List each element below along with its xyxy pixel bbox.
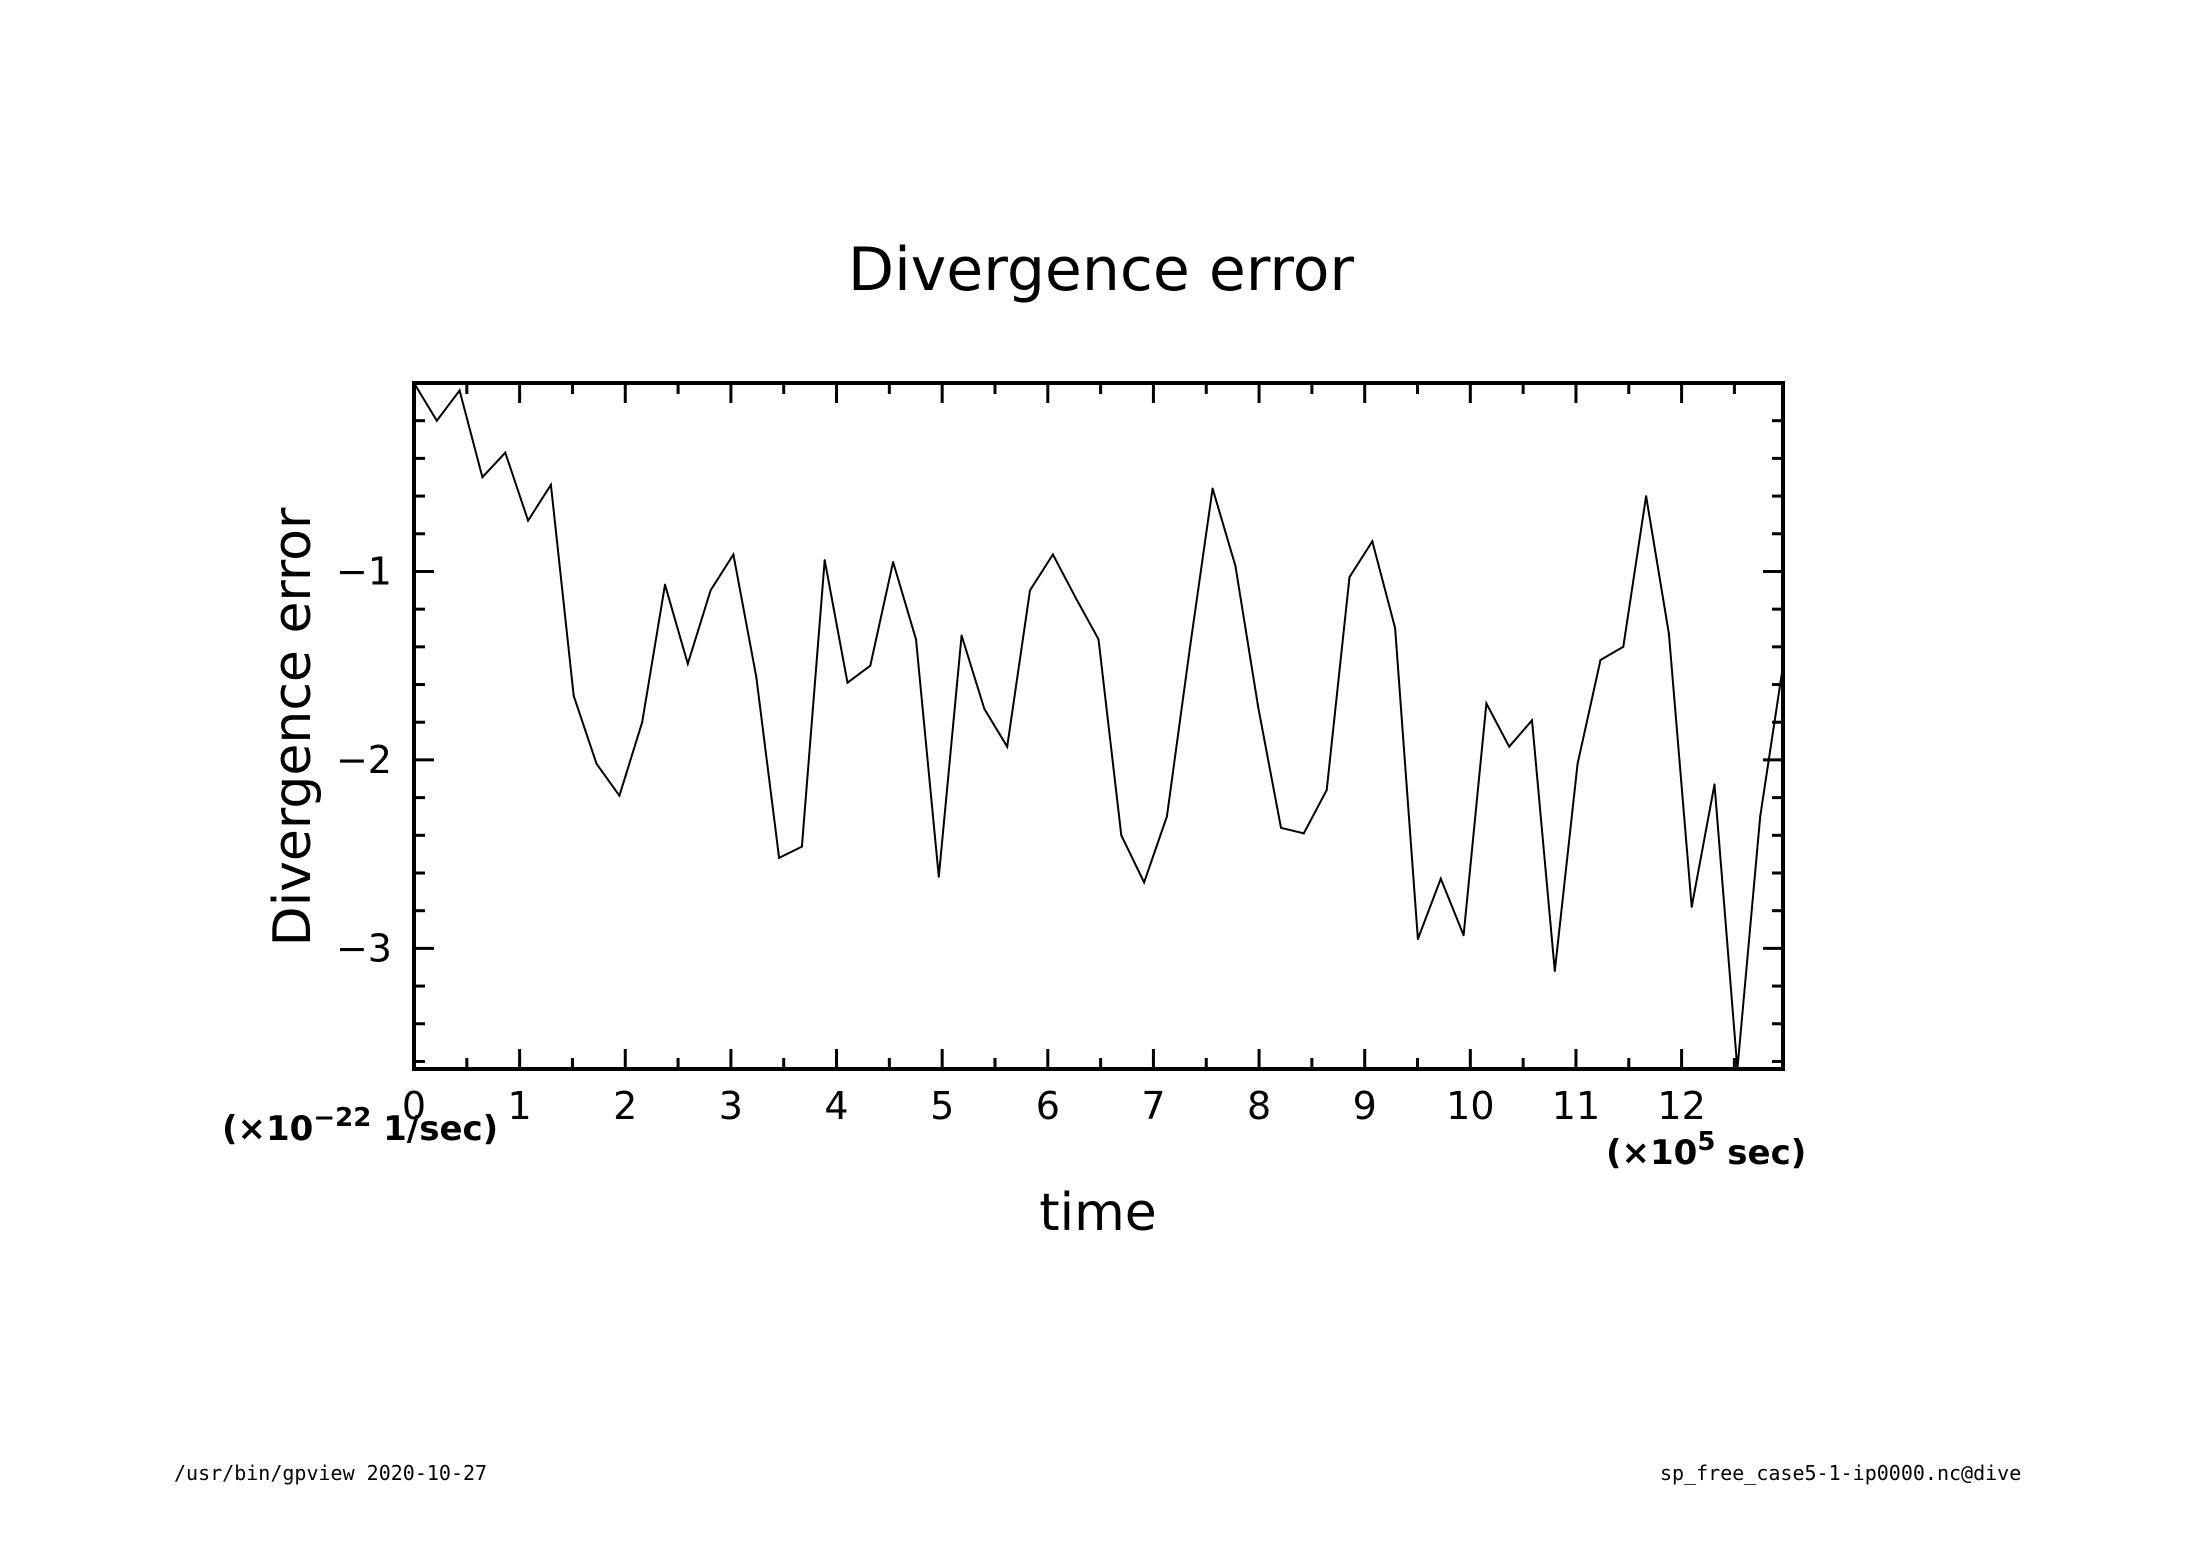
data-point	[1439, 877, 1442, 880]
y-tick-label: −1	[336, 549, 392, 593]
x-tick-label: 0	[402, 1084, 426, 1128]
data-point	[778, 856, 781, 859]
data-point	[960, 634, 963, 637]
data-point	[1485, 702, 1488, 705]
data-point	[937, 875, 940, 878]
y-unit-label: (×10−22 1/sec)	[222, 1103, 498, 1149]
data-points	[413, 382, 1784, 1070]
chart-title: Divergence error	[848, 235, 1354, 305]
x-tick-label: 5	[930, 1084, 954, 1128]
x-tick-label: 9	[1353, 1084, 1377, 1128]
data-point	[1280, 826, 1283, 829]
x-tick-label: 1	[508, 1084, 532, 1128]
data-point	[1211, 487, 1214, 490]
y-tick-label: −2	[336, 738, 392, 782]
data-point	[1188, 647, 1191, 650]
data-point	[1371, 540, 1374, 543]
data-point	[572, 694, 575, 697]
data-point	[1029, 589, 1032, 592]
axis-ticks	[412, 381, 1783, 1069]
x-tick-label: 3	[719, 1084, 743, 1128]
data-point	[641, 721, 644, 724]
data-point	[1325, 789, 1328, 792]
data-point	[481, 476, 484, 479]
data-point	[1302, 832, 1305, 835]
data-point	[504, 451, 507, 454]
data-point	[823, 559, 826, 562]
footer-right: sp_free_case5-1-ip0000.nc@dive	[1660, 1461, 2022, 1485]
data-point	[1394, 627, 1397, 629]
x-tick-label: 10	[1446, 1084, 1494, 1128]
data-point	[709, 589, 712, 592]
x-tick-label: 7	[1141, 1084, 1165, 1128]
data-point	[1713, 783, 1716, 786]
data-point	[1759, 815, 1762, 818]
data-point	[1622, 645, 1625, 648]
data-point	[1120, 834, 1123, 837]
data-point	[800, 845, 803, 848]
data-point	[892, 561, 895, 564]
data-point	[1690, 905, 1693, 908]
data-point	[1553, 970, 1556, 972]
data-point	[732, 553, 735, 556]
data-point	[1576, 762, 1579, 765]
data-point	[458, 389, 461, 392]
data-point	[1667, 632, 1670, 635]
data-point	[1645, 495, 1648, 498]
data-point	[618, 794, 621, 797]
data-point	[983, 708, 986, 711]
y-tick-label: −3	[336, 926, 392, 970]
data-point	[686, 662, 689, 665]
data-point	[1348, 576, 1351, 579]
x-tick-label: 8	[1247, 1084, 1271, 1128]
x-tick-label: 11	[1552, 1084, 1600, 1128]
data-point	[1416, 937, 1419, 940]
data-point	[1097, 638, 1100, 641]
data-point	[914, 638, 917, 641]
data-point	[1257, 706, 1260, 709]
data-point	[755, 676, 758, 678]
data-point	[1006, 745, 1009, 748]
data-point	[1051, 553, 1054, 556]
data-point	[1508, 745, 1511, 748]
data-point	[1462, 934, 1465, 937]
series-line	[413, 382, 1784, 1070]
x-tick-label: 6	[1036, 1084, 1060, 1128]
footer-left: /usr/bin/gpview 2020-10-27	[174, 1461, 488, 1485]
x-unit-label: (×105 sec)	[1606, 1127, 1806, 1173]
data-point	[1599, 659, 1602, 662]
x-axis-label: time	[1039, 1183, 1156, 1243]
tick-labels: 0 1 2 3 4 5 6 7 8 9 10 11 12−1−2−3	[336, 549, 1706, 1128]
data-point	[1074, 596, 1077, 599]
y-axis-label: Divergence error	[263, 507, 323, 946]
data-point	[527, 519, 530, 522]
plot-frame	[412, 381, 1785, 1071]
data-point	[663, 583, 666, 586]
x-tick-label: 4	[824, 1084, 848, 1128]
data-point	[1234, 564, 1237, 567]
data-point	[846, 681, 849, 684]
data-point	[435, 419, 438, 422]
x-tick-label: 2	[613, 1084, 637, 1128]
data-point	[1143, 881, 1146, 884]
data-point	[1165, 815, 1168, 818]
data-point	[549, 483, 552, 486]
data-point	[869, 664, 872, 667]
data-point	[595, 762, 598, 765]
x-tick-label: 12	[1657, 1084, 1705, 1128]
data-point	[1531, 719, 1534, 722]
